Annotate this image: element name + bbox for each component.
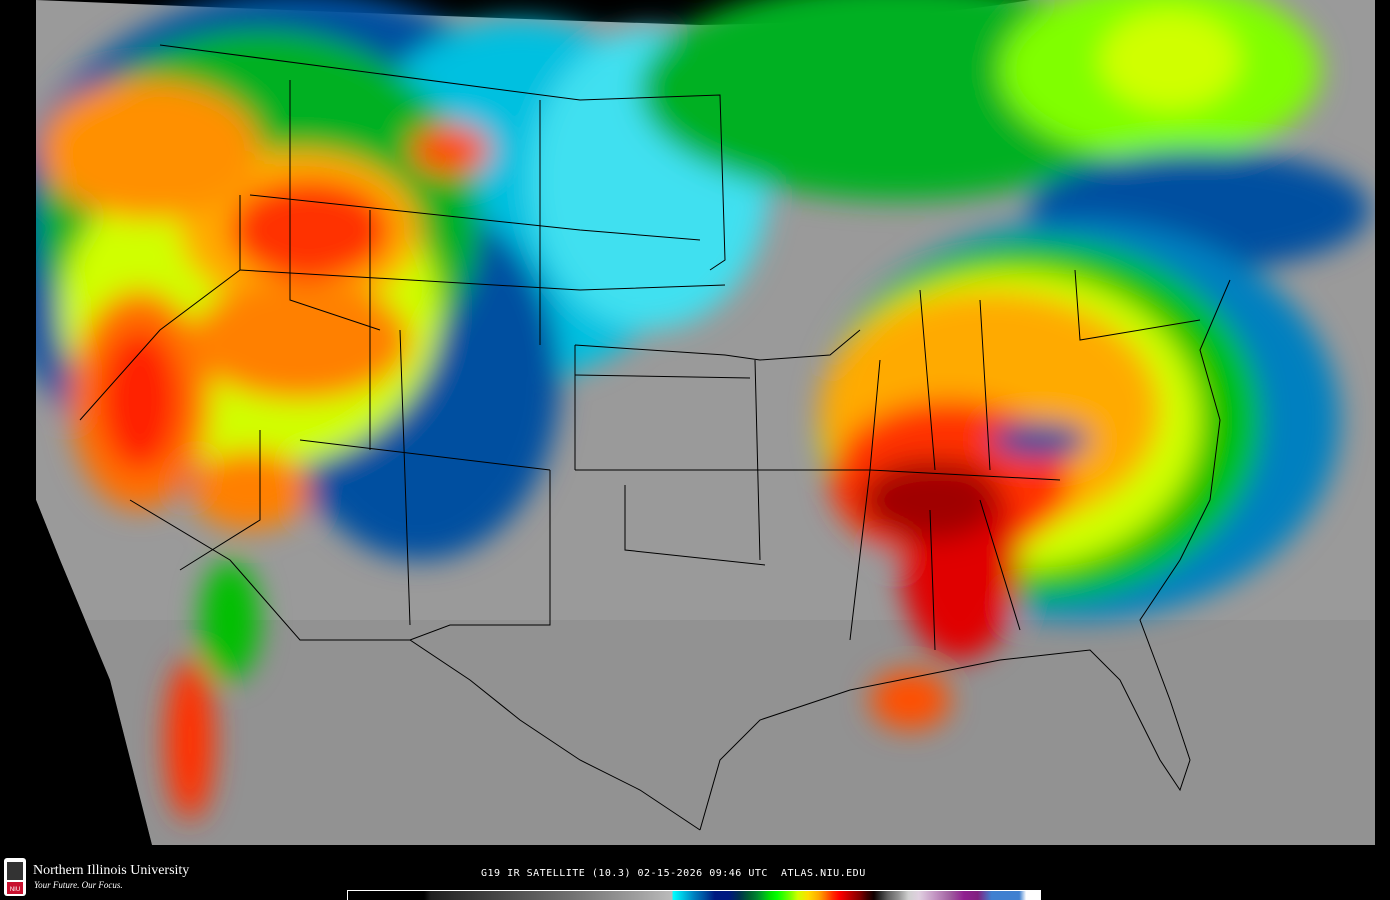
cloud-tops — [36, 0, 1370, 820]
product-caption: G19 IR SATELLITE (10.3) 02-15-2026 09:46… — [481, 868, 866, 879]
satellite-ir-map — [36, 0, 1375, 845]
temperature-colorbar — [347, 890, 1041, 900]
university-name: Northern Illinois University — [33, 863, 190, 878]
svg-text:NIU: NIU — [10, 887, 20, 893]
niu-logo: NIU — [4, 858, 26, 896]
state-borders — [79, 44, 1231, 831]
university-tagline: Your Future. Our Focus. — [34, 880, 123, 890]
